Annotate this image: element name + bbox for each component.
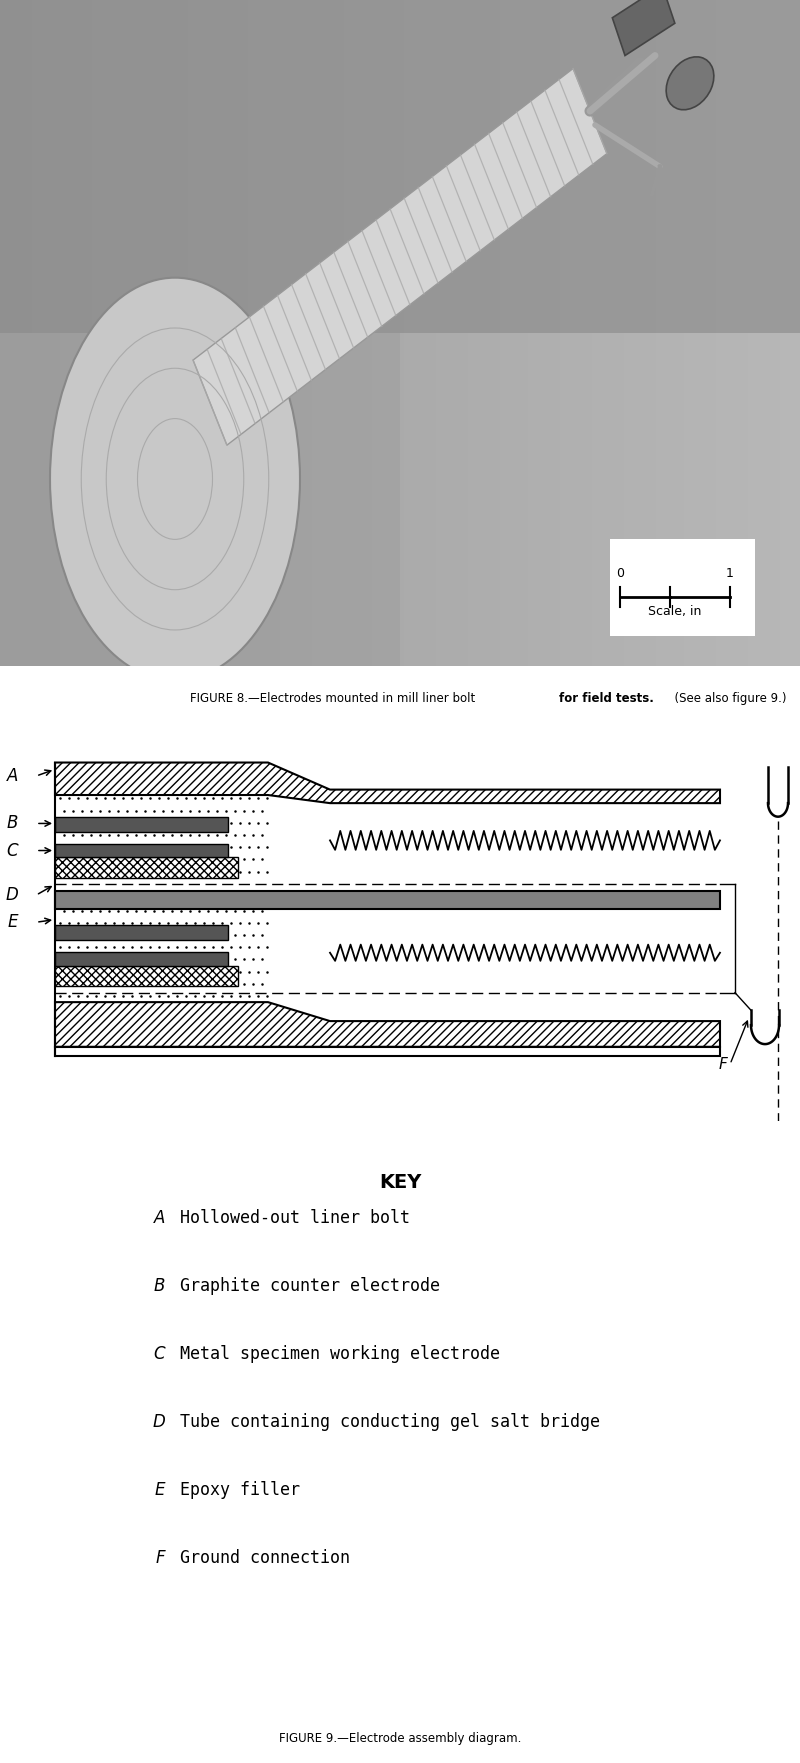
Bar — [55, 966, 238, 986]
Text: Hollowed-out liner bolt: Hollowed-out liner bolt — [180, 1209, 410, 1227]
Text: C: C — [154, 1345, 165, 1363]
Text: D: D — [6, 887, 18, 904]
Text: F: F — [718, 1056, 727, 1072]
Bar — [55, 926, 228, 940]
Text: Metal specimen working electrode: Metal specimen working electrode — [180, 1345, 500, 1363]
Text: 0: 0 — [616, 568, 624, 580]
Text: C: C — [6, 841, 18, 860]
Bar — [0, 0, 800, 333]
Bar — [55, 844, 228, 857]
Bar — [610, 539, 755, 636]
Bar — [0, 333, 400, 666]
Text: B: B — [6, 815, 18, 832]
Text: F: F — [155, 1550, 165, 1567]
Ellipse shape — [666, 56, 714, 109]
Bar — [55, 890, 720, 908]
Text: KEY: KEY — [379, 1174, 421, 1192]
Polygon shape — [55, 763, 720, 804]
Polygon shape — [55, 1001, 720, 1047]
Ellipse shape — [50, 277, 300, 681]
Text: Ground connection: Ground connection — [180, 1550, 350, 1567]
Polygon shape — [193, 69, 607, 444]
Text: E: E — [154, 1481, 165, 1499]
Bar — [55, 952, 228, 966]
Text: E: E — [7, 913, 18, 931]
Text: Scale, in: Scale, in — [648, 605, 702, 617]
Text: Epoxy filler: Epoxy filler — [180, 1481, 300, 1499]
Text: D: D — [152, 1414, 165, 1432]
Text: A: A — [154, 1209, 165, 1227]
Text: Tube containing conducting gel salt bridge: Tube containing conducting gel salt brid… — [180, 1414, 600, 1432]
Bar — [55, 1047, 720, 1056]
Bar — [55, 857, 238, 878]
Text: Graphite counter electrode: Graphite counter electrode — [180, 1278, 440, 1296]
Text: for field tests.: for field tests. — [559, 691, 654, 705]
Text: A: A — [6, 767, 18, 785]
Text: B: B — [154, 1278, 165, 1296]
Bar — [612, 0, 675, 55]
Bar — [55, 816, 228, 832]
Text: FIGURE 9.—Electrode assembly diagram.: FIGURE 9.—Electrode assembly diagram. — [279, 1731, 521, 1745]
Text: 1: 1 — [726, 568, 734, 580]
Text: FIGURE 8.—Electrodes mounted in mill liner bolt: FIGURE 8.—Electrodes mounted in mill lin… — [190, 691, 479, 705]
Text: (See also figure 9.): (See also figure 9.) — [667, 691, 786, 705]
